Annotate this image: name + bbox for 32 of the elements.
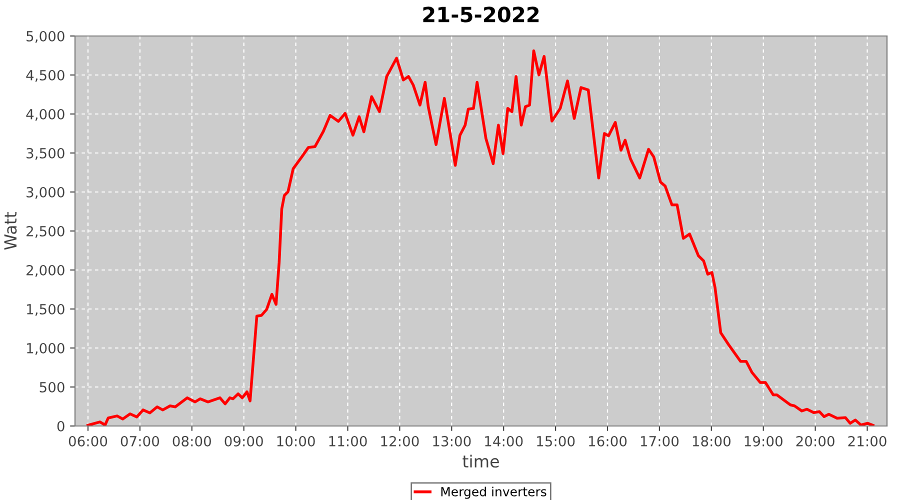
y-tick-label: 3,000 — [26, 186, 64, 199]
y-tick-label: 1,500 — [27, 304, 64, 316]
x-tick-label: 10:00 — [277, 436, 315, 446]
x-tick-label: 14:00 — [485, 436, 523, 446]
x-tick-label: 11:00 — [329, 436, 367, 446]
x-axis-title: time — [462, 454, 499, 468]
x-tick-label: 07:00 — [120, 436, 160, 446]
x-tick-label: 13:00 — [433, 436, 471, 446]
x-tick-label: 20:00 — [796, 436, 834, 446]
y-tick-label: 500 — [40, 382, 64, 392]
line-series — [86, 49, 874, 426]
chart-title: 21-5-2022 — [423, 6, 539, 22]
x-tick-label: 06:00 — [68, 436, 108, 446]
x-tick-label: 17:00 — [640, 436, 679, 446]
y-tick-label: 5,000 — [26, 30, 64, 43]
y-tick-label: 0 — [57, 420, 64, 432]
y-tick-label: 2,500 — [26, 226, 64, 238]
y-tick-label: 2,000 — [26, 264, 64, 277]
y-axis-title: Watt — [4, 212, 17, 250]
x-tick-label: 08:00 — [172, 436, 211, 446]
x-tick-label: 15:00 — [537, 436, 575, 446]
y-tick-label: 4,000 — [26, 108, 64, 121]
x-tick-label: 09:00 — [224, 436, 263, 446]
y-tick-label: 4,500 — [26, 70, 64, 82]
x-tick-label: 18:00 — [692, 436, 730, 446]
y-tick-label: 3,500 — [26, 148, 64, 160]
x-tick-label: 12:00 — [381, 436, 419, 446]
x-tick-label: 16:00 — [589, 436, 627, 446]
legend-label: Merged inverters — [441, 486, 546, 499]
x-tick-label: 21:00 — [848, 436, 886, 446]
y-tick-label: 1,000 — [27, 342, 64, 355]
x-tick-label: 19:00 — [744, 436, 782, 446]
